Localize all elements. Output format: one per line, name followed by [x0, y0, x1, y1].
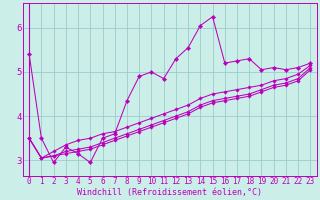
X-axis label: Windchill (Refroidissement éolien,°C): Windchill (Refroidissement éolien,°C) — [77, 188, 262, 197]
